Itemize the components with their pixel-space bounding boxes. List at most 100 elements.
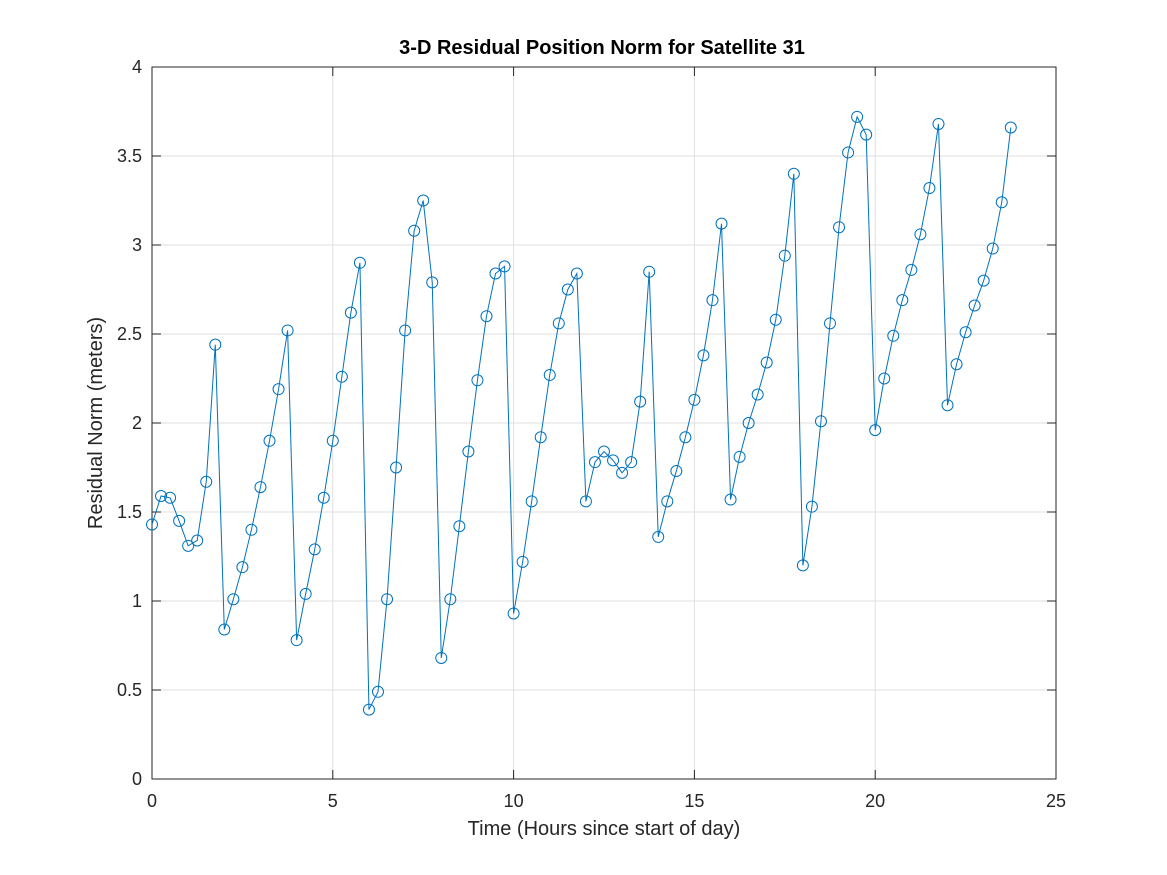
data-point (787, 167, 800, 180)
data-point (625, 456, 638, 469)
data-point (146, 518, 158, 531)
data-point (634, 395, 647, 408)
data-point (543, 368, 556, 381)
x-tick-label: 20 (865, 791, 885, 811)
data-point (706, 294, 719, 307)
data-point (435, 651, 448, 664)
chart-title: 3-D Residual Position Norm for Satellite… (399, 37, 805, 59)
y-tick-label: 3.5 (117, 146, 142, 166)
data-point (968, 299, 981, 312)
data-point (236, 561, 249, 574)
data-point (552, 317, 565, 330)
data-point (525, 495, 538, 508)
data-point (688, 393, 701, 406)
data-point (507, 607, 520, 620)
y-tick-label: 1 (132, 591, 142, 611)
y-tick-label: 0 (132, 769, 142, 789)
data-point (254, 481, 267, 494)
data-point (941, 399, 954, 412)
y-tick-label: 2.5 (117, 324, 142, 344)
y-tick-label: 3 (132, 235, 142, 255)
data-point (1004, 121, 1017, 134)
grid (151, 66, 1057, 780)
x-tick-label: 15 (684, 791, 704, 811)
data-point (399, 324, 412, 337)
data-point (408, 224, 421, 237)
data-point (598, 445, 610, 458)
data-point (534, 431, 547, 444)
data-point (887, 329, 900, 342)
x-tick-labels: 0 5 10 15 20 25 (147, 791, 1066, 811)
data-point (317, 491, 330, 504)
data-point (923, 182, 936, 195)
data-point (263, 434, 276, 447)
data-point (489, 267, 502, 280)
data-point (272, 383, 285, 396)
data-point (588, 456, 601, 469)
data-point (914, 228, 927, 241)
data-point (643, 265, 656, 278)
data-point (372, 685, 384, 698)
data-point (444, 593, 457, 606)
data-point (715, 217, 728, 230)
data-point (986, 242, 999, 255)
data-point (453, 520, 466, 533)
data-point (182, 539, 195, 552)
data-point (462, 445, 475, 458)
data-point (561, 283, 574, 296)
y-axis-label: Residual Norm (meters) (85, 317, 107, 529)
data-point (390, 461, 403, 474)
data-point (769, 313, 782, 326)
data-point (344, 306, 357, 319)
data-point (697, 349, 710, 362)
data-point (851, 110, 864, 123)
x-tick-label: 10 (504, 791, 524, 811)
data-point (652, 530, 665, 543)
data-point (995, 196, 1008, 209)
data-point (760, 356, 773, 369)
data-point (661, 495, 674, 508)
data-point (824, 317, 836, 330)
data-point (353, 256, 366, 269)
data-point (426, 276, 439, 289)
data-point (679, 431, 692, 444)
data-point (218, 623, 231, 636)
y-tick-label: 2 (132, 413, 142, 433)
data-point (814, 415, 827, 428)
x-tick-label: 25 (1046, 791, 1066, 811)
data-point (417, 194, 430, 207)
y-tick-labels: 0 0.5 1 1.5 2 2.5 3 3.5 4 (117, 57, 142, 789)
data-point (516, 555, 529, 568)
data-point (308, 543, 321, 556)
data-point (869, 424, 882, 437)
data-point (471, 374, 484, 387)
data-point (362, 703, 375, 716)
data-point (733, 450, 746, 463)
data-point (281, 324, 294, 337)
data-point (896, 294, 909, 307)
axis-ticks (151, 66, 1057, 780)
data-point (335, 370, 348, 383)
data-point (833, 221, 846, 234)
data-point (878, 372, 891, 385)
data-point (724, 493, 737, 506)
data-point (498, 260, 511, 273)
data-point (778, 249, 791, 262)
data-point (290, 634, 303, 647)
data-point (860, 128, 873, 141)
data-point (326, 434, 339, 447)
y-tick-label: 1.5 (117, 502, 142, 522)
data-point (751, 388, 764, 401)
data-point (905, 263, 918, 276)
data-point (480, 310, 493, 323)
data-markers (146, 110, 1017, 716)
data-point (299, 587, 312, 600)
data-point (191, 534, 204, 547)
data-point (200, 475, 213, 488)
data-point (742, 417, 755, 429)
data-point (670, 465, 683, 478)
data-point (209, 338, 222, 351)
data-point (570, 267, 583, 280)
series-line (151, 115, 1012, 710)
